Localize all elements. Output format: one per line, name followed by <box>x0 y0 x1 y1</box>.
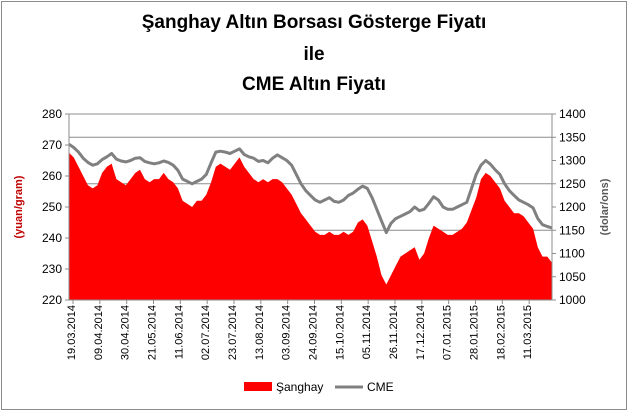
x-tick-label: 28.01.2015 <box>469 305 481 360</box>
x-tick-label: 09.04.2014 <box>93 305 105 360</box>
x-tick-label: 26.11.2014 <box>388 305 400 359</box>
x-tick-label: 05.11.2014 <box>361 305 373 359</box>
y-left-tick-label: 230 <box>42 262 62 276</box>
x-tick-label: 13.08.2014 <box>254 305 266 360</box>
legend-swatch-sanghay <box>244 382 272 391</box>
chart-title-line-2: ile <box>303 44 325 65</box>
y-left-tick-label: 280 <box>42 107 62 121</box>
series-sanghay-area <box>69 152 552 300</box>
x-tick-label: 30.04.2014 <box>120 305 132 360</box>
x-tick-label: 23.07.2014 <box>227 305 239 360</box>
legend-label-sanghay: Şanghay <box>276 380 323 394</box>
y-right-tick-label: 1400 <box>559 107 586 121</box>
y-left-tick-label: 260 <box>42 169 62 183</box>
x-tick-label: 15.10.2014 <box>334 305 346 360</box>
y-left-tick-label: 240 <box>42 231 62 245</box>
x-tick-label: 02.07.2014 <box>200 305 212 360</box>
y-right-tick-label: 1000 <box>559 293 586 307</box>
legend-label-cme: CME <box>367 380 394 394</box>
y-right-tick-label: 1050 <box>559 270 586 284</box>
y-right-tick-label: 1350 <box>559 130 586 144</box>
y-right-tick-label: 1200 <box>559 200 586 214</box>
y-left-axis-title: (yuan/gram) <box>13 175 25 238</box>
y-right-tick-label: 1300 <box>559 154 586 168</box>
x-tick-label: 21.05.2014 <box>147 305 159 360</box>
y-right-tick-label: 1250 <box>559 177 586 191</box>
chart-title-line-1: Şanghay Altın Borsası Gösterge Fiyatı <box>141 12 487 33</box>
x-tick-label: 18.02.2015 <box>495 305 507 360</box>
y-left-tick-label: 270 <box>42 138 62 152</box>
y-left-tick-label: 250 <box>42 200 62 214</box>
chart-title-line-3: CME Altın Fiyatı <box>242 74 386 95</box>
x-tick-label: 11.06.2014 <box>173 305 185 359</box>
x-tick-label: 19.03.2014 <box>66 305 78 360</box>
x-tick-label: 17.12.2014 <box>415 305 427 360</box>
x-tick-label: 03.09.2014 <box>281 305 293 360</box>
series-cme-line <box>68 142 553 235</box>
y-right-tick-label: 1150 <box>559 223 585 237</box>
y-right-tick-label: 1100 <box>559 247 585 261</box>
x-tick-label: 11.03.2015 <box>522 305 534 359</box>
y-right-axis-title: (dolar/ons) <box>599 178 611 235</box>
x-tick-label: 24.09.2014 <box>308 305 320 360</box>
y-left-tick-label: 220 <box>42 293 62 307</box>
x-tick-label: 07.01.2015 <box>442 305 454 360</box>
